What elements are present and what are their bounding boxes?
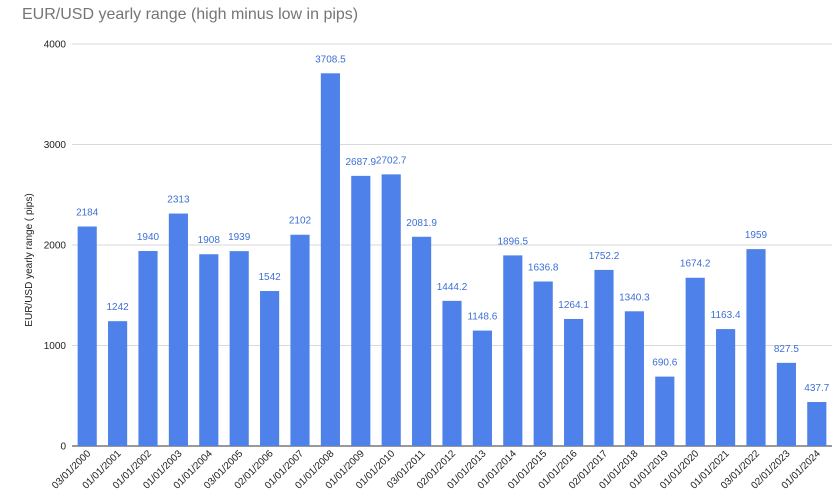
chart-title: EUR/USD yearly range (high minus low in … (22, 6, 359, 23)
data-label: 1896.5 (498, 236, 529, 247)
bar (624, 311, 644, 446)
bar (290, 234, 310, 446)
y-tick-label: 0 (60, 442, 66, 453)
data-label: 1242 (106, 302, 129, 313)
data-label: 2702.7 (376, 155, 407, 166)
bar (351, 175, 371, 447)
data-label: 1959 (745, 230, 768, 241)
data-label: 1940 (137, 232, 160, 243)
data-label: 2184 (76, 208, 99, 219)
x-axis-ticks: 03/01/200001/01/200101/01/200201/01/2003… (50, 448, 823, 491)
bar (199, 254, 219, 446)
data-label: 1148.6 (467, 312, 497, 323)
bar (564, 318, 584, 446)
data-label: 1163.4 (711, 310, 741, 321)
bar (807, 402, 827, 446)
data-label: 1908 (198, 235, 221, 246)
bar (472, 330, 492, 446)
y-tick-label: 2000 (44, 241, 67, 252)
bar (381, 174, 401, 446)
data-label: 2313 (167, 195, 190, 206)
bar (168, 213, 188, 446)
data-label: 690.6 (652, 358, 677, 369)
bar (655, 376, 675, 446)
data-label: 1340.3 (619, 292, 650, 303)
data-label: 2081.9 (406, 218, 437, 229)
bar (594, 269, 614, 446)
y-axis-title: EUR/USD yearly range ( pips) (24, 193, 35, 326)
data-label: 2102 (289, 216, 312, 227)
y-tick-label: 3000 (44, 140, 67, 151)
data-label: 437.7 (804, 383, 829, 394)
bar (260, 291, 280, 446)
data-label: 1542 (258, 272, 281, 283)
bar (533, 281, 553, 446)
bar (716, 329, 736, 446)
data-label: 827.5 (774, 344, 799, 355)
y-tick-label: 4000 (44, 40, 67, 51)
bar (746, 249, 766, 446)
bar (138, 251, 158, 446)
data-label: 1444.2 (437, 282, 468, 293)
bar (320, 73, 340, 447)
data-labels: 2184 1242 1940 2313 1908 1939 1542 2102 3708.5 26… (76, 54, 830, 394)
bar (77, 226, 97, 446)
bar (442, 300, 462, 446)
data-label: 1264.1 (558, 300, 589, 311)
data-label: 1636.8 (528, 263, 559, 274)
bar (108, 321, 128, 446)
data-label: 1752.2 (589, 251, 620, 262)
y-tick-label: 1000 (44, 341, 67, 352)
data-label: 1939 (228, 232, 251, 243)
bars (77, 73, 827, 447)
bar (412, 236, 432, 446)
bar (229, 251, 249, 446)
data-label: 3708.5 (315, 54, 346, 65)
bar (685, 277, 705, 446)
data-label: 2687.9 (346, 157, 377, 168)
y-axis-ticks: 0 1000 2000 3000 4000 (44, 40, 67, 453)
data-label: 1674.2 (680, 259, 711, 270)
bar (776, 362, 796, 446)
bar (503, 255, 523, 446)
